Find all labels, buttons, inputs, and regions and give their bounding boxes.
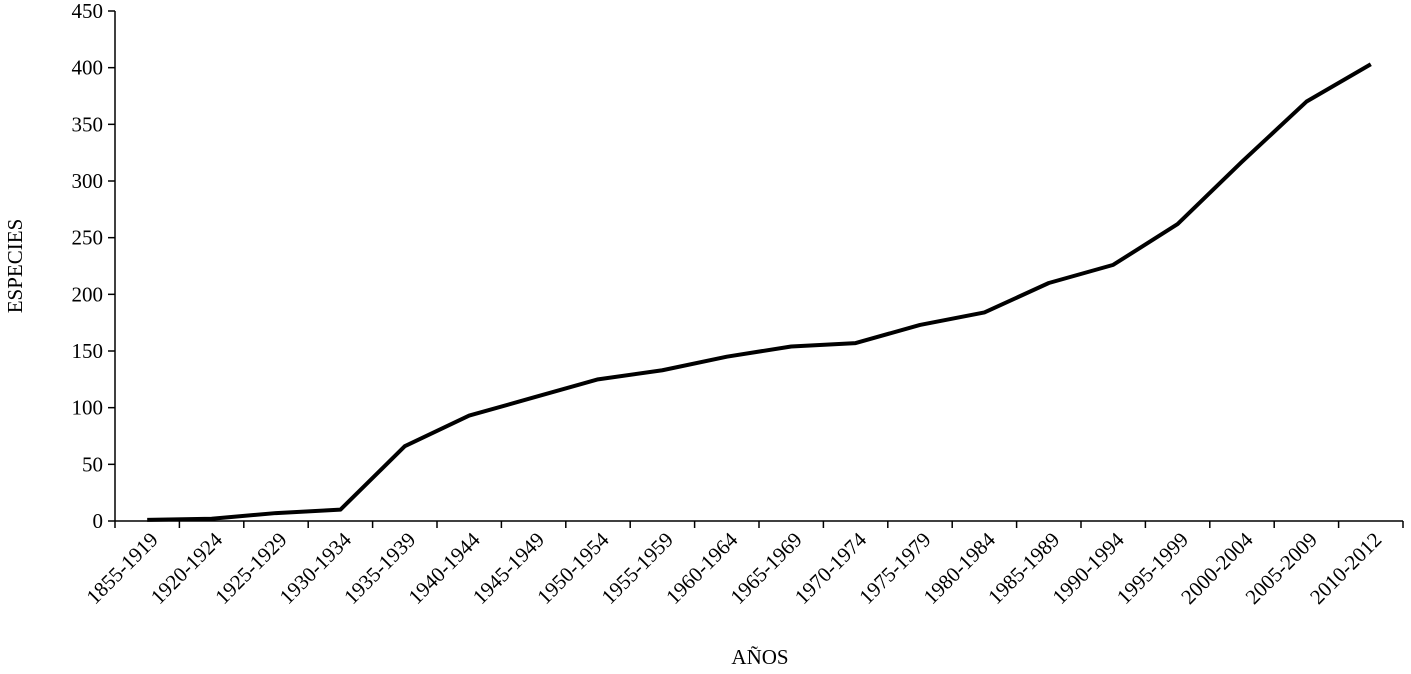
y-tick-label: 200 <box>72 282 104 306</box>
y-tick-label: 350 <box>72 112 104 136</box>
y-tick-label: 300 <box>72 169 104 193</box>
y-tick-label: 250 <box>72 226 104 250</box>
y-axis-title: ESPECIES <box>3 219 27 314</box>
y-tick-label: 50 <box>82 452 103 476</box>
y-tick-label: 0 <box>93 509 104 533</box>
y-tick-label: 150 <box>72 339 104 363</box>
line <box>147 62 1372 522</box>
y-tick-label: 400 <box>72 56 104 80</box>
y-tick-label: 450 <box>72 0 104 23</box>
x-tick-label: 2010-2012 <box>1305 528 1386 609</box>
x-axis-title: AÑOS <box>731 645 788 669</box>
y-tick-label: 100 <box>72 396 104 420</box>
